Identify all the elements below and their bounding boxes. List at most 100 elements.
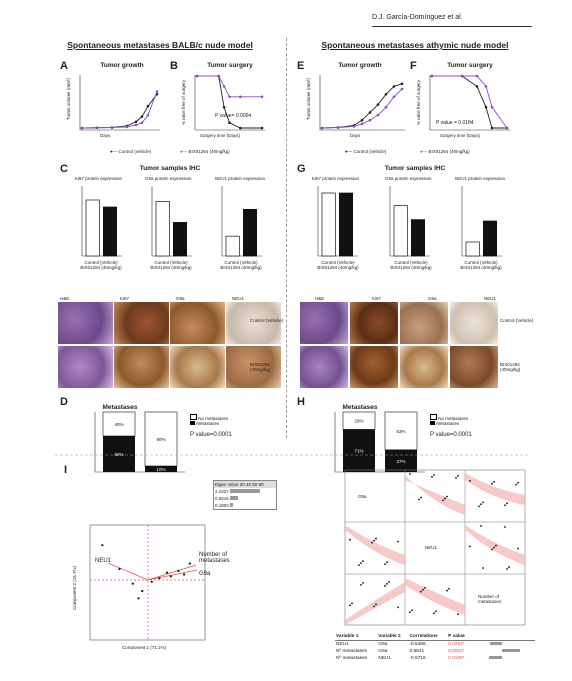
matrix-point: [433, 474, 435, 476]
data-point: [461, 75, 464, 78]
table-row: NEU1 G9a -0.5366 0.0252*: [335, 641, 535, 649]
data-point: [369, 119, 372, 122]
panel-c-ki67-chart: [82, 186, 122, 256]
panel-c-neu1-chart: [222, 186, 262, 256]
matrix-point: [409, 611, 411, 613]
data-point: [156, 90, 159, 93]
bar: [86, 200, 99, 256]
matrix-point: [469, 480, 471, 482]
ihc-col-g9a: G9a: [176, 296, 185, 301]
panel-i-pca-plot: [90, 525, 205, 640]
legend-metastases: Metastases: [436, 421, 459, 426]
data-point: [485, 106, 488, 109]
data-point: [377, 103, 380, 106]
panel-b-plot: [195, 75, 265, 130]
matrix-point: [517, 548, 519, 550]
data-point: [223, 106, 226, 109]
data-point: [369, 111, 372, 114]
data-point: [223, 85, 226, 88]
eigen-value: 0.5516: [215, 496, 229, 501]
eigen-header: Eigen value 20 40 60 80: [214, 481, 276, 488]
data-point: [135, 124, 138, 127]
ihc-image: [170, 346, 225, 388]
panel-g-ki67-chart: [318, 186, 358, 256]
ihc-right-row2: BIX01294 (40mg/kg): [500, 362, 540, 372]
panel-g-neu1-chart: [462, 186, 502, 256]
data-point: [401, 83, 404, 86]
data-point: [261, 127, 264, 130]
pca-point: [189, 562, 191, 564]
bar: [339, 193, 352, 256]
matrix-label-g9a: G9a: [358, 494, 367, 499]
data-point: [196, 75, 199, 78]
series-line: [82, 94, 157, 128]
ihc-image: [400, 346, 448, 388]
panel-b-xlabel: Surgery time (Days): [200, 133, 240, 138]
data-point: [491, 127, 494, 130]
var-metastases-label: Number of metastases: [199, 552, 247, 564]
bar-label-metastases: 60%: [114, 452, 123, 457]
header-variable2: Variable 2: [377, 633, 408, 641]
eigen-row: 0.1803: [214, 502, 276, 509]
data-point: [393, 85, 396, 88]
matrix-label-neu1: NEU1: [425, 545, 437, 550]
header-bar: [471, 633, 535, 641]
cell-var2: NEU1: [377, 655, 408, 662]
panel-a-xlabel: Days: [100, 133, 110, 138]
panel-c-g9a-title: G9a protein expression: [145, 176, 192, 181]
data-point: [321, 127, 324, 130]
matrix-point: [409, 473, 411, 475]
matrix-point: [517, 482, 519, 484]
matrix-point: [397, 606, 399, 608]
var-neu1-label: NEU1: [95, 558, 111, 564]
ihc-left-row1: Control (Vehicle): [250, 318, 284, 323]
matrix-point: [493, 547, 495, 549]
data-point: [141, 122, 144, 125]
ihc-image: [114, 346, 169, 388]
matrix-point: [482, 501, 484, 503]
matrix-point: [493, 481, 495, 483]
cell-var1: Nº metastases: [335, 655, 377, 662]
panel-c-ki67-cats: Control (Vehicle) BIX01294 (40mg/kg): [76, 260, 126, 270]
ihc-image: [400, 302, 448, 344]
correlation-header-row: Variable 1 Variable 2 Correlations P val…: [335, 633, 535, 641]
ihc-col-neu1: NEU1: [232, 296, 244, 301]
data-point: [361, 123, 364, 126]
cell-corr: -0.5366: [408, 641, 447, 649]
legend-left-control-label: Control (vehicle): [118, 149, 151, 154]
data-point: [393, 96, 396, 99]
ihc-image: [226, 302, 281, 344]
data-point: [385, 93, 388, 96]
pca-point: [183, 573, 185, 575]
data-point: [377, 114, 380, 117]
matrix-point: [506, 502, 508, 504]
header-variable1: Variable 1: [335, 633, 377, 641]
ihc-col-ki67: Ki67: [120, 296, 129, 301]
panel-c-neu1-title: NEU1 protein expression: [215, 176, 265, 181]
ihc-image: [300, 346, 348, 388]
panel-c-g9a-cats: Control (Vehicle) BIX01294 (40mg/kg): [146, 260, 196, 270]
eigen-row: 2.2327: [214, 488, 276, 495]
cat-treat: BIX01294 (40mg/kg): [150, 265, 191, 270]
matrix-point: [360, 562, 362, 564]
ihc-image: [350, 302, 398, 344]
data-point: [228, 122, 231, 125]
matrix-point: [444, 498, 446, 500]
panel-d-chart: 60% 40% 10% 90%: [95, 412, 185, 472]
panel-a-plot: [80, 75, 160, 130]
matrix-point: [442, 500, 444, 502]
data-point: [239, 96, 242, 99]
matrix-point: [362, 582, 364, 584]
bar: [466, 242, 479, 256]
matrix-point: [375, 538, 377, 540]
matrix-point: [506, 568, 508, 570]
panel-g-g9a-cats: Control (Vehicle) BIX01294 (40mg/kg): [386, 260, 436, 270]
matrix-point: [360, 584, 362, 586]
bar-label-no-metastases: 40%: [114, 422, 123, 427]
matrix-point: [480, 525, 482, 527]
data-point: [476, 75, 479, 78]
matrix-point: [373, 605, 375, 607]
data-point: [126, 126, 129, 129]
cat-treat: BIX01294 (40mg/kg): [220, 265, 261, 270]
panel-g-neu1-cats: Control (Vehicle) BIX01294 (40mg/kg): [456, 260, 506, 270]
